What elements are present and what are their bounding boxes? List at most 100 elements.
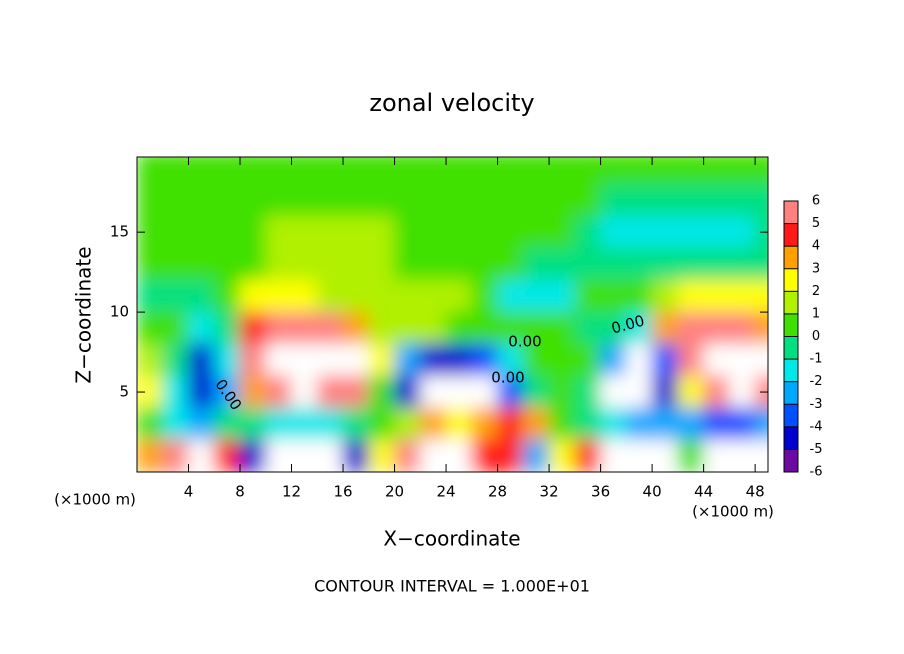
field-cell (728, 311, 756, 345)
field-cell (342, 375, 370, 409)
field-cell (419, 311, 447, 345)
field-cell (342, 247, 370, 281)
field-cell (162, 343, 190, 377)
field-cell (368, 439, 396, 472)
field-cell (342, 279, 370, 313)
field-cell (497, 343, 524, 377)
field-cell (651, 311, 679, 345)
field-cell (265, 375, 293, 409)
colorbar-tick-label: 4 (812, 239, 820, 254)
field-cell (703, 279, 730, 313)
colorbar-swatch (784, 291, 798, 314)
field-cell (342, 157, 370, 185)
colorbar-swatch (784, 246, 798, 269)
field-cell (419, 375, 447, 409)
field-cell (213, 439, 241, 472)
field-cell (445, 157, 473, 185)
field-cell (548, 439, 576, 472)
field-cell (394, 215, 421, 249)
field-cell (497, 407, 524, 441)
field-cell (213, 247, 241, 281)
field-cell (316, 439, 344, 472)
field-cell (625, 183, 653, 217)
field-cell (265, 439, 293, 472)
x-tick-label: 44 (694, 483, 713, 501)
colorbar-tick-label: -6 (810, 465, 823, 480)
field-cell (600, 215, 627, 249)
field-cell (651, 279, 679, 313)
field-cell (162, 247, 190, 281)
x-tick-label: 4 (184, 483, 194, 501)
field-cell (394, 439, 421, 472)
field-cell (497, 183, 524, 217)
field-cell (728, 247, 756, 281)
field-cell (291, 343, 318, 377)
field-cell (497, 311, 524, 345)
field-cell (368, 375, 396, 409)
x-tick-label: 48 (746, 483, 765, 501)
field-cell (522, 375, 550, 409)
field-cell (394, 311, 421, 345)
field-cell (368, 407, 396, 441)
field-cell (162, 375, 190, 409)
field-cell (394, 407, 421, 441)
field-cell (548, 343, 576, 377)
field-cell (265, 215, 293, 249)
field-cell (497, 247, 524, 281)
field-cell (137, 279, 164, 313)
field-cell (419, 157, 447, 185)
field-cell (471, 375, 499, 409)
field-cell (213, 311, 241, 345)
contour-label: 0.00 (491, 369, 524, 387)
colorbar-swatch (784, 381, 798, 405)
field-cell (316, 183, 344, 217)
field-cell (265, 247, 293, 281)
field-cell (548, 375, 576, 409)
field-cell (291, 311, 318, 345)
field-cell (213, 375, 241, 409)
field-cell (677, 439, 705, 472)
field-cell (574, 343, 602, 377)
field-cell (188, 183, 215, 217)
colorbar-tick-label: -2 (810, 374, 823, 389)
field-cell (728, 279, 756, 313)
field-cell (754, 183, 768, 217)
colorbar-swatch (784, 426, 798, 450)
y-tick-label: 15 (110, 223, 129, 241)
field-cell (497, 439, 524, 472)
x-tick-label: 28 (488, 483, 507, 501)
y-axis-label: Z−coordinate (72, 246, 96, 383)
field-cell (548, 247, 576, 281)
field-cell (265, 343, 293, 377)
field-cell (522, 439, 550, 472)
field-cell (291, 183, 318, 217)
field-cell (728, 157, 756, 185)
colorbar-tick-label: 3 (812, 261, 820, 276)
colorbar-tick-label: 1 (812, 306, 820, 321)
field-cell (548, 215, 576, 249)
field-cell (188, 247, 215, 281)
field-cell (265, 311, 293, 345)
field-cell (394, 183, 421, 217)
field-cell (703, 183, 730, 217)
field-cell (239, 183, 267, 217)
field-cell (522, 247, 550, 281)
field-cell (188, 375, 215, 409)
colorbar-tick-label: 6 (812, 194, 820, 209)
field-cell (600, 279, 627, 313)
colorbar-swatch (784, 404, 798, 427)
field-cell (394, 375, 421, 409)
field-cell (574, 279, 602, 313)
field-cell (419, 439, 447, 472)
field-cell (728, 183, 756, 217)
field-cell (625, 375, 653, 409)
field-cell (291, 439, 318, 472)
field-cell (213, 157, 241, 185)
field-cell (291, 157, 318, 185)
field-cell (497, 215, 524, 249)
field-cell (703, 311, 730, 345)
field-cell (239, 215, 267, 249)
field-cell (600, 343, 627, 377)
field-cell (754, 439, 768, 472)
